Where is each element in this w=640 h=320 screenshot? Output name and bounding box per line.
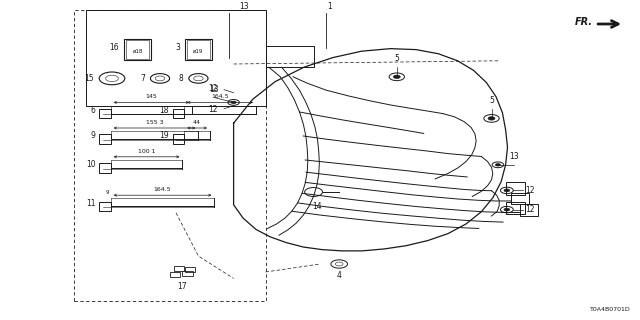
Text: 12: 12 [208,84,218,93]
Text: 5: 5 [489,96,494,105]
Text: T0A4B0701D: T0A4B0701D [589,307,630,312]
Text: 1: 1 [327,2,332,11]
Circle shape [504,189,509,192]
Text: 13: 13 [209,85,220,94]
Bar [506,182,525,195]
Text: 100 1: 100 1 [138,148,156,154]
Bar [185,39,212,60]
Circle shape [394,75,400,78]
Text: 164.5: 164.5 [154,187,172,192]
Text: ø18: ø18 [132,49,143,54]
Circle shape [495,164,500,166]
Bar [506,202,525,214]
Bar [124,39,151,60]
Text: 19: 19 [159,132,169,140]
Bar [187,40,210,59]
Text: 10: 10 [86,160,95,169]
Text: 155 3: 155 3 [146,120,163,125]
Text: 13: 13 [509,152,519,161]
Text: 7: 7 [140,74,145,83]
Bar [174,266,184,271]
Bar [99,163,111,173]
Bar [182,271,193,276]
Text: 12: 12 [208,105,218,114]
Text: 16: 16 [109,44,119,52]
Text: 8: 8 [179,74,184,83]
Text: 12: 12 [525,186,534,195]
Text: 3: 3 [175,44,180,52]
Text: 15: 15 [84,74,94,83]
Bar [520,204,538,216]
Bar [126,40,149,59]
Bar [185,267,195,272]
Bar [266,46,314,67]
Text: 13: 13 [239,2,248,11]
Text: 4: 4 [337,271,342,280]
Bar [511,193,529,204]
Text: 14: 14 [312,202,322,211]
Circle shape [488,117,495,120]
Bar [173,134,184,144]
Text: 5: 5 [394,54,399,63]
Bar [173,109,184,118]
Bar [170,272,180,277]
Bar [99,109,111,118]
Text: FR.: FR. [575,17,593,28]
Text: 11: 11 [86,199,95,208]
Text: 9: 9 [90,132,95,140]
Circle shape [504,208,509,211]
Text: 12: 12 [525,205,534,214]
Text: 145: 145 [145,94,157,99]
Text: 9: 9 [106,190,109,195]
Circle shape [231,101,236,104]
Bar [99,202,111,211]
Text: 6: 6 [90,106,95,115]
Text: 44: 44 [193,120,201,125]
Text: ø19: ø19 [193,49,204,54]
Bar [99,134,111,144]
Text: 17: 17 [177,282,188,291]
Text: 18: 18 [159,106,169,115]
Text: 164.5: 164.5 [211,94,229,99]
